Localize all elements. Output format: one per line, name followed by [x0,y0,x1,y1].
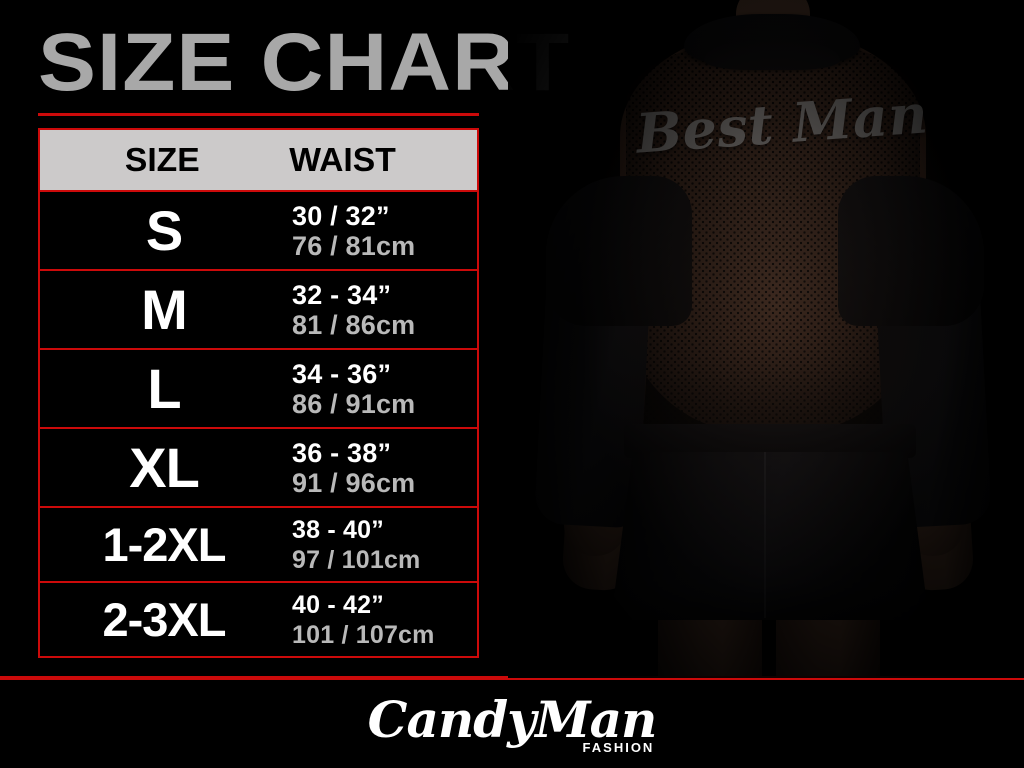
cell-waist: 36 - 38” 91 / 96cm [288,438,477,498]
shirt-shoulder-left [546,176,692,326]
brand-logo: CandyMan FASHION [367,690,658,755]
table-row: S 30 / 32” 76 / 81cm [40,192,477,271]
waist-inches: 36 - 38” [292,437,392,468]
cell-size: S [145,198,183,262]
waist-cm: 81 / 86cm [292,309,416,340]
waist-inches: 32 - 34” [292,279,392,310]
cell-size: 1-2XL [102,518,227,571]
skirt-garment [614,452,926,620]
size-chart-table: SIZE WAIST S 30 / 32” 76 / 81cm M 32 - 3… [38,128,479,658]
cell-size: L [147,356,181,420]
brand-logo-subtext: FASHION [582,740,655,755]
footer-divider-rule [0,676,1024,680]
shirt-collar-inner [704,40,840,70]
waist-cm: 97 / 101cm [292,545,421,574]
column-header-size: SIZE [124,141,200,178]
waist-inches: 38 - 40” [292,515,384,544]
title-underline-rule [38,113,479,116]
page-title: SIZE CHART [38,17,571,108]
skirt-center-seam [764,452,766,618]
footer-bar: CandyMan FASHION [0,680,1024,768]
cell-waist: 30 / 32” 76 / 81cm [288,201,477,261]
cell-waist: 32 - 34” 81 / 86cm [288,280,477,340]
cell-size: 2-3XL [102,593,227,646]
column-header-waist: WAIST [288,141,396,178]
cell-waist: 40 - 42” 101 / 107cm [288,590,477,650]
waist-cm: 101 / 107cm [292,620,435,649]
cell-waist: 38 - 40” 97 / 101cm [288,515,477,575]
waist-cm: 76 / 81cm [292,230,416,261]
table-row: M 32 - 34” 81 / 86cm [40,271,477,350]
table-row: L 34 - 36” 86 / 91cm [40,350,477,429]
product-photo: Best Man [508,0,1024,678]
brand-logo-text: CandyMan [367,690,658,749]
waist-inches: 34 - 36” [292,358,392,389]
brand-logo-wrap: CandyMan FASHION [0,690,1024,755]
table-row: 1-2XL 38 - 40” 97 / 101cm [40,508,477,583]
waist-cm: 86 / 91cm [292,388,416,419]
table-row: 2-3XL 40 - 42” 101 / 107cm [40,583,477,656]
cell-waist: 34 - 36” 86 / 91cm [288,359,477,419]
waist-inches: 40 - 42” [292,590,384,619]
shirt-shoulder-right [838,176,984,326]
waist-cm: 91 / 96cm [292,467,416,498]
waist-inches: 30 / 32” [292,200,390,231]
table-row: XL 36 - 38” 91 / 96cm [40,429,477,508]
cell-size: XL [129,435,200,499]
table-header-row: SIZE WAIST [40,130,477,192]
cell-size: M [141,277,188,341]
